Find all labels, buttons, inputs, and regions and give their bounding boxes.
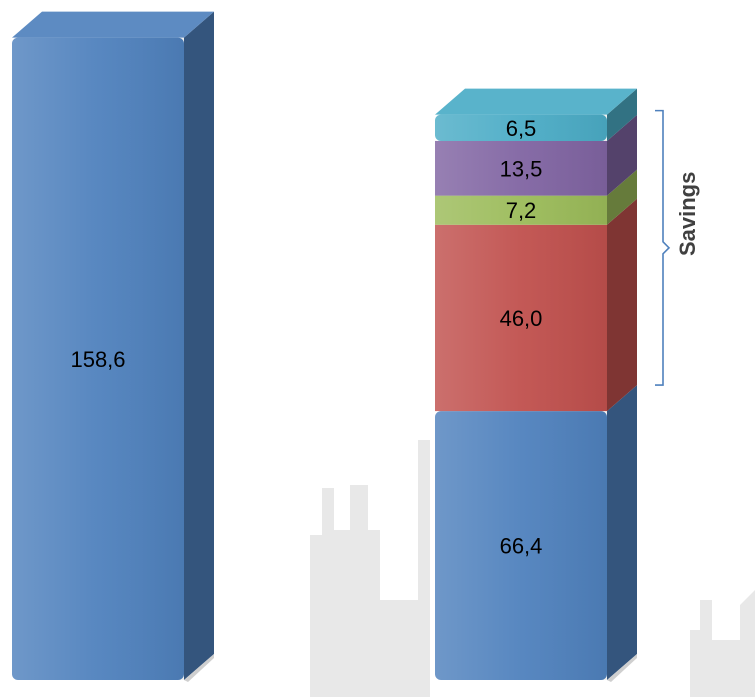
savings-bracket-line <box>655 109 671 386</box>
bar-segment-side <box>607 169 637 225</box>
bar-base-shadow <box>184 654 214 682</box>
bar-segment-sheen <box>435 195 607 225</box>
bar-segment-side <box>184 11 214 681</box>
data-label: 6,5 <box>506 116 537 141</box>
bar-segment <box>435 114 637 196</box>
bar-top-face <box>12 11 214 38</box>
bars-layer <box>12 11 637 682</box>
bar-segment-sheen <box>435 411 607 680</box>
bar-segment-sheen <box>12 37 184 681</box>
bar-segment <box>435 169 637 225</box>
bar-segment-sheen <box>435 140 607 196</box>
bar-segment-side <box>607 198 637 412</box>
bar-segment <box>435 88 637 141</box>
skyline-watermark <box>310 440 755 697</box>
data-label: 13,5 <box>500 156 543 181</box>
savings-bracket: Savings <box>655 109 700 386</box>
bar-segment <box>435 198 637 412</box>
data-label: 46,0 <box>500 306 543 331</box>
data-label: 158,6 <box>70 347 125 372</box>
bar-segment-side <box>607 114 637 196</box>
savings-label: Savings <box>675 172 700 256</box>
labels-layer: 158,6 66,4 46,0 7,2 13,5 6,5 <box>70 116 542 559</box>
bar-top-face <box>435 88 637 115</box>
bar-segment-side <box>607 385 637 680</box>
data-label: 7,2 <box>506 198 537 223</box>
bar-segment-sheen <box>435 224 607 412</box>
bar-segment <box>435 385 637 680</box>
bar-segment <box>12 11 214 681</box>
bar-segment-sheen <box>435 114 607 141</box>
bar-base-shadow <box>607 654 637 682</box>
bar-segment-side <box>607 88 637 141</box>
data-label: 66,4 <box>500 534 543 559</box>
